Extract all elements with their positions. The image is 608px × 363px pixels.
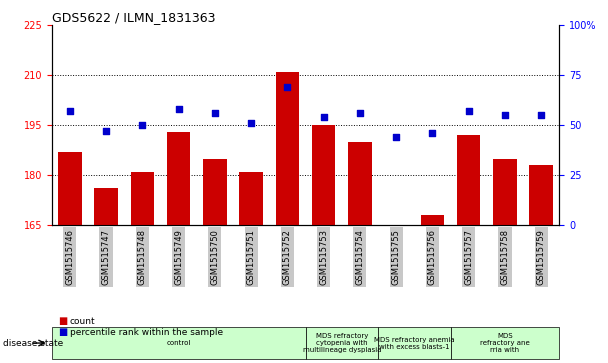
Bar bbox=[421, 215, 444, 225]
Point bbox=[427, 130, 437, 136]
Bar bbox=[240, 172, 263, 225]
Text: GSM1515756: GSM1515756 bbox=[428, 229, 437, 285]
Text: GSM1515749: GSM1515749 bbox=[174, 229, 183, 285]
Point bbox=[283, 84, 292, 90]
Bar bbox=[312, 125, 336, 225]
Bar bbox=[131, 172, 154, 225]
Point bbox=[65, 109, 75, 114]
Text: GSM1515758: GSM1515758 bbox=[500, 229, 510, 285]
Point bbox=[137, 122, 147, 128]
Point bbox=[536, 113, 546, 118]
Point bbox=[101, 129, 111, 134]
Bar bbox=[493, 159, 517, 225]
Bar bbox=[167, 132, 190, 225]
Text: GSM1515755: GSM1515755 bbox=[392, 229, 401, 285]
Point bbox=[500, 113, 510, 118]
Text: GSM1515748: GSM1515748 bbox=[138, 229, 147, 285]
Text: GSM1515753: GSM1515753 bbox=[319, 229, 328, 285]
Text: ■: ■ bbox=[58, 327, 67, 337]
Text: disease state: disease state bbox=[3, 339, 63, 347]
Text: percentile rank within the sample: percentile rank within the sample bbox=[70, 328, 223, 337]
Bar bbox=[457, 135, 480, 225]
Bar bbox=[348, 142, 371, 225]
Point bbox=[355, 110, 365, 116]
Bar bbox=[58, 152, 81, 225]
Text: control: control bbox=[167, 340, 191, 346]
Text: MDS refractory anemia
with excess blasts-1: MDS refractory anemia with excess blasts… bbox=[374, 337, 455, 350]
Text: GSM1515746: GSM1515746 bbox=[65, 229, 74, 285]
Text: MDS refractory
cytopenia with
multilineage dysplasia: MDS refractory cytopenia with multilinea… bbox=[303, 333, 381, 353]
Text: count: count bbox=[70, 317, 95, 326]
Text: GSM1515759: GSM1515759 bbox=[537, 229, 546, 285]
Text: GSM1515747: GSM1515747 bbox=[102, 229, 111, 285]
Point bbox=[392, 134, 401, 140]
Text: MDS
refractory ane
rria with: MDS refractory ane rria with bbox=[480, 333, 530, 353]
Text: GSM1515757: GSM1515757 bbox=[464, 229, 473, 285]
Bar bbox=[275, 72, 299, 225]
Text: ■: ■ bbox=[58, 316, 67, 326]
Bar bbox=[94, 188, 118, 225]
Point bbox=[246, 121, 256, 126]
Point bbox=[464, 109, 474, 114]
Point bbox=[174, 106, 184, 112]
Bar bbox=[530, 165, 553, 225]
Bar bbox=[203, 159, 227, 225]
Text: GSM1515751: GSM1515751 bbox=[247, 229, 255, 285]
Text: GSM1515750: GSM1515750 bbox=[210, 229, 219, 285]
Text: GDS5622 / ILMN_1831363: GDS5622 / ILMN_1831363 bbox=[52, 11, 215, 24]
Point bbox=[210, 110, 219, 116]
Point bbox=[319, 114, 328, 120]
Text: GSM1515754: GSM1515754 bbox=[356, 229, 364, 285]
Text: GSM1515752: GSM1515752 bbox=[283, 229, 292, 285]
